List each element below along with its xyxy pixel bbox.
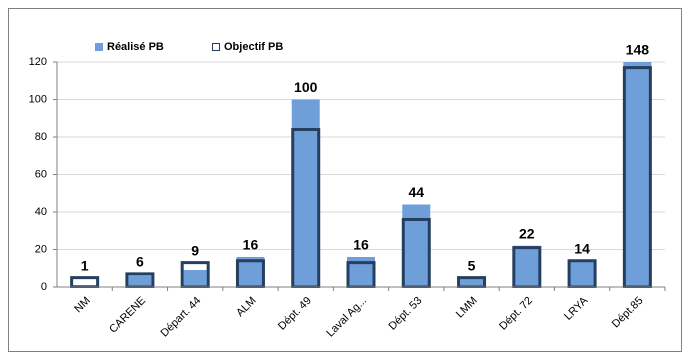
y-tick-label: 60	[35, 168, 47, 180]
bar	[568, 260, 597, 287]
legend-swatch	[212, 43, 220, 51]
bar	[128, 275, 152, 286]
legend-swatch	[95, 43, 103, 51]
bar	[512, 245, 541, 287]
bar	[457, 277, 486, 287]
bar	[183, 270, 207, 286]
data-label: 44	[408, 184, 424, 200]
y-tick-label: 120	[29, 56, 47, 68]
bar	[623, 62, 652, 287]
data-label: 16	[243, 237, 259, 253]
y-tick-label: 40	[35, 206, 47, 218]
data-label: 148	[626, 42, 650, 58]
data-label: 16	[353, 237, 369, 253]
data-label: 5	[468, 257, 476, 273]
data-label: 1	[81, 257, 89, 273]
data-label: 6	[136, 254, 144, 270]
y-tick-label: 0	[41, 281, 47, 293]
data-label: 22	[519, 225, 535, 241]
legend-label: Objectif PB	[224, 41, 283, 53]
bar	[291, 99, 320, 287]
y-tick-label: 20	[35, 243, 47, 255]
y-tick-label: 100	[29, 93, 47, 105]
data-label: 9	[191, 242, 199, 258]
data-label: 14	[574, 240, 590, 256]
y-tick-label: 80	[35, 131, 47, 143]
legend-label: Réalisé PB	[107, 41, 164, 53]
data-label: 100	[294, 79, 318, 95]
chart-border	[8, 8, 682, 352]
bar	[402, 204, 431, 287]
